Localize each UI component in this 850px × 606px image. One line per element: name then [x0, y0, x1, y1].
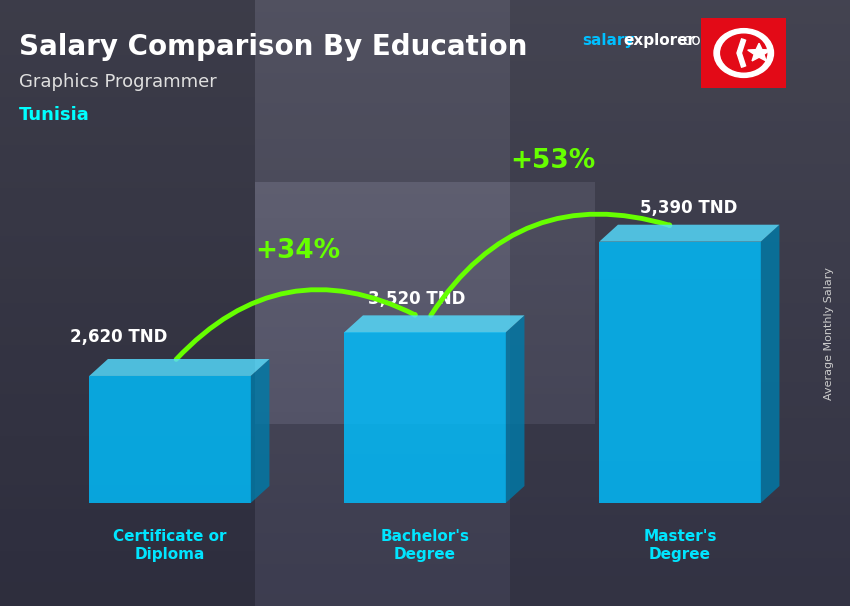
Text: Graphics Programmer: Graphics Programmer: [19, 73, 217, 91]
Wedge shape: [743, 40, 759, 66]
Text: +53%: +53%: [510, 148, 595, 173]
Circle shape: [714, 28, 774, 78]
Text: 2,620 TND: 2,620 TND: [71, 328, 167, 345]
Text: .com: .com: [678, 33, 716, 48]
Polygon shape: [748, 43, 770, 61]
Text: Certificate or
Diploma: Certificate or Diploma: [113, 529, 227, 562]
Text: 3,520 TND: 3,520 TND: [368, 290, 465, 308]
Text: explorer: explorer: [623, 33, 695, 48]
Wedge shape: [737, 39, 755, 67]
Text: Bachelor's
Degree: Bachelor's Degree: [381, 529, 469, 562]
Text: salary: salary: [582, 33, 635, 48]
Text: Salary Comparison By Education: Salary Comparison By Education: [19, 33, 527, 61]
Circle shape: [721, 34, 767, 72]
Text: Master's
Degree: Master's Degree: [643, 529, 717, 562]
Text: +34%: +34%: [255, 238, 340, 264]
Text: Tunisia: Tunisia: [19, 106, 89, 124]
Text: 5,390 TND: 5,390 TND: [640, 199, 737, 218]
Text: Average Monthly Salary: Average Monthly Salary: [824, 267, 834, 400]
